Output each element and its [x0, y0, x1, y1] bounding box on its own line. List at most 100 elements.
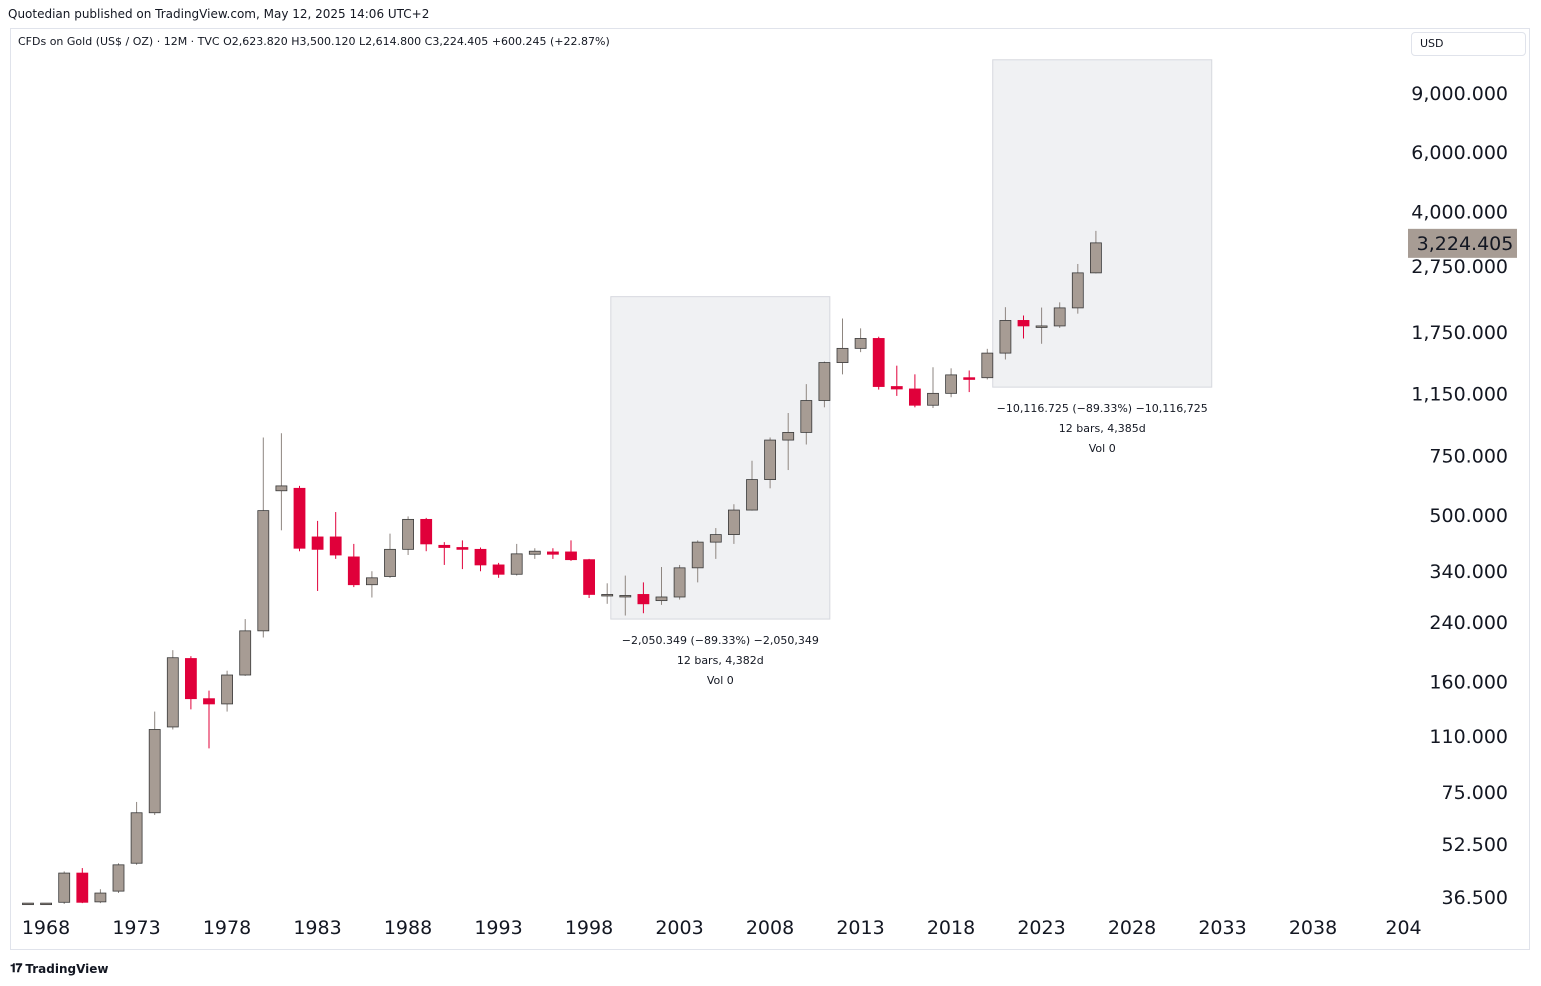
x-tick-label: 2023	[1017, 917, 1065, 939]
candle	[981, 352, 994, 379]
measure-box-1	[610, 296, 831, 620]
x-tick-label: 1993	[474, 917, 522, 939]
candle	[565, 551, 577, 561]
candle	[709, 534, 722, 543]
x-tick-label: 2033	[1198, 917, 1246, 939]
measure-label-1-2: 12 bars, 4,382d	[677, 654, 764, 667]
candle	[890, 386, 903, 390]
candle	[94, 892, 107, 903]
last-price-tag	[1408, 228, 1517, 258]
legend-high: H3,500.120	[291, 35, 356, 48]
candle	[1053, 307, 1066, 327]
candle	[438, 544, 451, 548]
x-tick-label: 1968	[22, 917, 70, 939]
y-tick-label: 75.000	[1442, 782, 1508, 804]
publish-info: Quotedian published on TradingView.com, …	[8, 7, 430, 21]
x-tick-label: 2038	[1289, 917, 1337, 939]
y-tick-label: 1,750.000	[1411, 322, 1508, 344]
y-tick-label: 6,000.000	[1411, 142, 1508, 164]
candle	[673, 567, 686, 598]
candle	[474, 548, 487, 566]
tradingview-logo-icon: 𝟏𝟕	[10, 961, 22, 975]
candle	[528, 550, 541, 555]
candle	[347, 556, 360, 586]
candle	[872, 338, 885, 387]
candle	[257, 510, 270, 632]
candle	[311, 536, 324, 550]
candle	[782, 432, 795, 441]
y-tick-label: 36.500	[1442, 887, 1508, 909]
measure-label-1-1: −2,050.349 (−89.33%) −2,050,349	[622, 634, 819, 647]
candle	[728, 509, 740, 535]
measure-label-2-3: Vol 0	[1089, 442, 1116, 455]
x-tick-label: 1978	[203, 917, 251, 939]
candle	[854, 338, 867, 349]
measure-label-1-3: Vol 0	[707, 674, 734, 687]
candle	[510, 553, 523, 575]
candle	[818, 362, 831, 401]
legend-close: C3,224.405	[424, 35, 489, 48]
candle	[583, 559, 595, 595]
x-tick-label: 2018	[927, 917, 975, 939]
candle	[764, 439, 776, 480]
candle	[619, 595, 632, 598]
candle	[927, 392, 939, 406]
candle	[1071, 272, 1084, 309]
candle	[239, 630, 252, 676]
candle	[275, 485, 288, 492]
candle	[221, 674, 234, 705]
footer-brand[interactable]: 𝟏𝟕 TradingView	[10, 961, 109, 976]
candle	[184, 658, 197, 700]
candle	[293, 487, 306, 549]
candle	[1017, 320, 1030, 327]
y-tick-label: 4,000.000	[1411, 201, 1508, 223]
x-tick-label: 2013	[836, 917, 884, 939]
candle	[58, 872, 71, 903]
footer-brand-label: TradingView	[25, 961, 109, 976]
measure-label-2-2: 12 bars, 4,385d	[1059, 422, 1146, 435]
legend-symbol[interactable]: CFDs on Gold (US$ / OZ) · 12M · TVC	[18, 35, 220, 48]
candle	[999, 320, 1012, 354]
y-tick-label: 750.000	[1429, 446, 1508, 468]
candle	[148, 729, 161, 814]
candle	[963, 377, 976, 380]
candle	[655, 596, 668, 602]
chart-frame	[10, 28, 1530, 950]
candle	[547, 551, 559, 555]
candle	[112, 864, 125, 892]
candle	[691, 541, 704, 569]
candle	[1090, 242, 1102, 274]
candle	[384, 548, 396, 577]
y-tick-label: 500.000	[1429, 505, 1508, 527]
candle	[492, 564, 505, 575]
y-tick-label: 160.000	[1429, 671, 1508, 693]
measure-label-2-1: −10,116.725 (−89.33%) −10,116,725	[997, 402, 1208, 415]
candle	[800, 400, 813, 433]
candle	[329, 536, 342, 556]
chart-legend: CFDs on Gold (US$ / OZ) · 12M · TVC O2,6…	[18, 35, 610, 48]
candle	[130, 812, 143, 864]
candle	[40, 902, 52, 906]
x-tick-label: 2003	[655, 917, 703, 939]
candle	[601, 594, 614, 597]
currency-selector[interactable]: USD	[1411, 32, 1526, 56]
candle	[456, 547, 469, 550]
legend-low: L2,614.800	[359, 35, 422, 48]
x-tick-label: 1998	[565, 917, 613, 939]
candle	[637, 594, 650, 605]
x-tick-label: 1988	[384, 917, 432, 939]
y-tick-label: 110.000	[1429, 726, 1508, 748]
x-tick-label: 1973	[112, 917, 160, 939]
candle	[836, 347, 849, 363]
measure-box-2	[992, 59, 1213, 388]
candle	[76, 872, 89, 903]
candle	[365, 577, 378, 586]
candle	[909, 388, 921, 406]
y-tick-label: 9,000.000	[1411, 83, 1508, 105]
y-tick-label: 52.500	[1442, 834, 1508, 856]
x-tick-label: 2028	[1108, 917, 1156, 939]
candle	[22, 902, 34, 906]
candle	[1035, 325, 1048, 328]
y-tick-label: 1,150.000	[1411, 383, 1508, 405]
